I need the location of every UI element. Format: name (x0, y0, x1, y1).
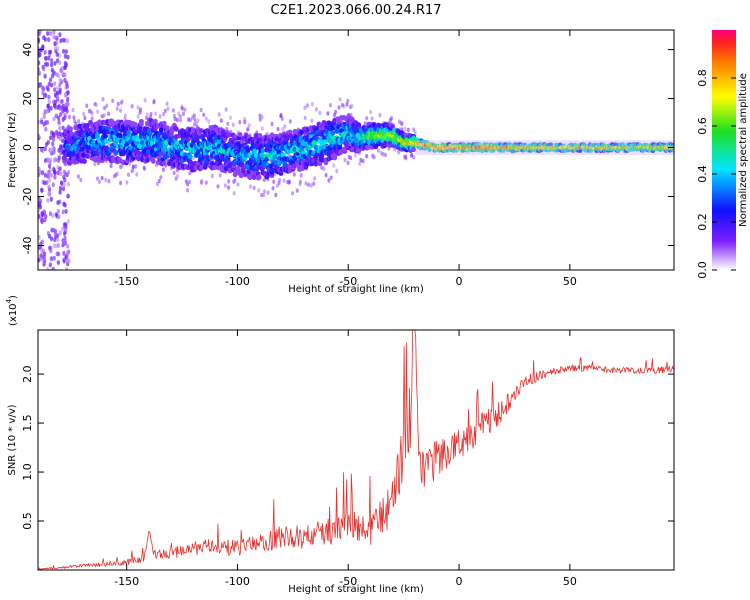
snr-xtick-label: -50 (339, 575, 357, 588)
spectrogram-ticks: -150 -100 -50 0 50 -40 -20 0 20 40 (21, 30, 674, 288)
snr-xtick-label: 50 (563, 575, 577, 588)
colorbar-label: Normalized spectral amplitude (738, 73, 749, 227)
spectrogram-ytick-label: 0 (21, 144, 34, 151)
spectrogram-ylabel: Frequency (Hz) (7, 112, 18, 188)
spectrogram-xtick-label: 50 (563, 275, 577, 288)
snr-ytick-label: 1.5 (21, 414, 34, 432)
snr-multiplier: (x104) (5, 295, 19, 326)
colorbar: 0.0 0.2 0.4 0.6 0.8 Normalized spectral ampl… (696, 30, 749, 279)
spectrogram-xtick-label: -100 (225, 275, 250, 288)
snr-ytick-label: 1.0 (21, 463, 34, 481)
spectrogram-xtick-label: -50 (339, 275, 357, 288)
snr-ylabel: SNR (10 * v/v) (7, 404, 18, 475)
snr-xtick-label: 0 (456, 575, 463, 588)
spectrogram-ytick-label: -40 (21, 237, 34, 255)
colorbar-ticks: 0.0 0.2 0.4 0.6 0.8 (696, 69, 736, 279)
spectrogram-image (38, 30, 674, 270)
colorbar-gradient (712, 30, 736, 270)
spectrogram-ytick-label: -20 (21, 188, 34, 206)
snr-line (38, 330, 674, 570)
colorbar-tick-label: 0.4 (696, 165, 709, 183)
colorbar-tick-label: 0.2 (696, 213, 709, 231)
snr-xtick-label: -150 (114, 575, 139, 588)
snr-ytick-label: 0.5 (21, 512, 34, 530)
snr-line-series (38, 330, 674, 570)
spectrogram-xlabel: Height of straight line (km) (288, 284, 424, 295)
svg-text:(x104): (x104) (5, 295, 19, 326)
spectrogram-ytick-label: 40 (21, 43, 34, 57)
colorbar-tick-label: 0.0 (696, 261, 709, 279)
snr-frame (37, 329, 675, 571)
snr-panel: -150 -100 -50 0 50 0.5 1.0 1.5 2.0 Height of str… (5, 295, 675, 595)
spectrogram-frame (37, 29, 675, 271)
spectrogram-ytick-label: 20 (21, 92, 34, 106)
spectrogram-panel: -150 -100 -50 0 50 -40 -20 0 20 40 Height of stra… (7, 29, 675, 295)
spectrogram-xtick-label: 0 (456, 275, 463, 288)
snr-ytick-label: 2.0 (21, 365, 34, 383)
snr-xtick-label: -100 (225, 575, 250, 588)
spectrogram-xtick-label: -150 (114, 275, 139, 288)
snr-xlabel: Height of straight line (km) (288, 584, 424, 595)
snr-ticks: -150 -100 -50 0 50 0.5 1.0 1.5 2.0 (21, 330, 674, 588)
colorbar-tick-label: 0.6 (696, 117, 709, 135)
figure-title: C2E1.2023.066.00.24.R17 (270, 3, 441, 18)
colorbar-tick-label: 0.8 (696, 69, 709, 87)
